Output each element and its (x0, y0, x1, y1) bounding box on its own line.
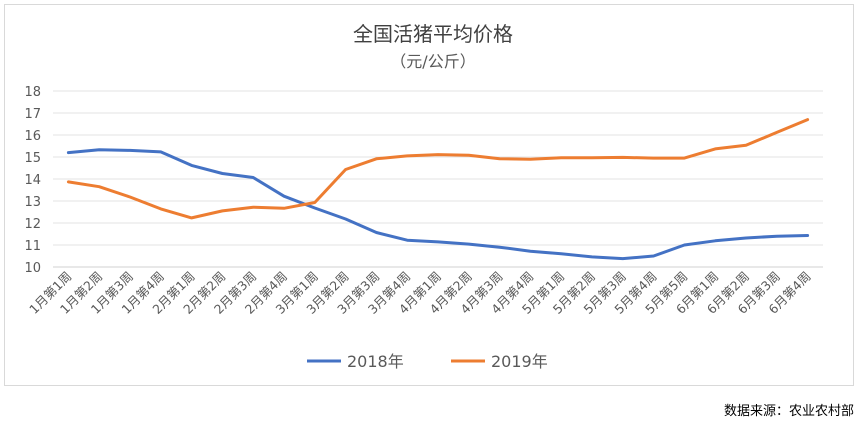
chart-container: 全国活猪平均价格 （元/公斤） 10 11 12 13 14 15 16 17 18 1月第1周… (4, 4, 854, 386)
y-tick-label: 17 (24, 107, 41, 122)
y-tick-label: 16 (24, 129, 41, 144)
y-tick-label: 12 (24, 217, 41, 232)
y-tick-label: 14 (24, 173, 41, 188)
series-lines (66, 118, 810, 261)
legend-label: 2018年 (347, 352, 404, 371)
y-tick-label: 11 (24, 239, 41, 254)
data-source-note: 数据来源：农业农村部 (723, 404, 854, 419)
y-tick-label: 18 (24, 85, 41, 100)
y-tick-label: 15 (24, 151, 41, 166)
y-tick-label: 10 (24, 261, 41, 276)
y-axis-ticks: 10 11 12 13 14 15 16 17 18 (24, 85, 41, 276)
legend-label: 2019年 (491, 352, 548, 371)
y-tick-label: 13 (24, 195, 41, 210)
gridlines (53, 90, 823, 268)
chart-title: 全国活猪平均价格 (353, 22, 513, 46)
line-chart: 全国活猪平均价格 （元/公斤） 10 11 12 13 14 15 16 17 18 1月第1周… (24, 22, 823, 371)
chart-subtitle: （元/公斤） (390, 52, 475, 71)
series-line-1 (66, 148, 810, 261)
legend: 2018年 2019年 (307, 352, 548, 371)
series-line-2 (66, 118, 810, 220)
x-axis-ticks: 1月第1周1月第2周1月第3周1月第4周2月第1周2月第2周2月第3周2月第4周… (26, 269, 814, 317)
